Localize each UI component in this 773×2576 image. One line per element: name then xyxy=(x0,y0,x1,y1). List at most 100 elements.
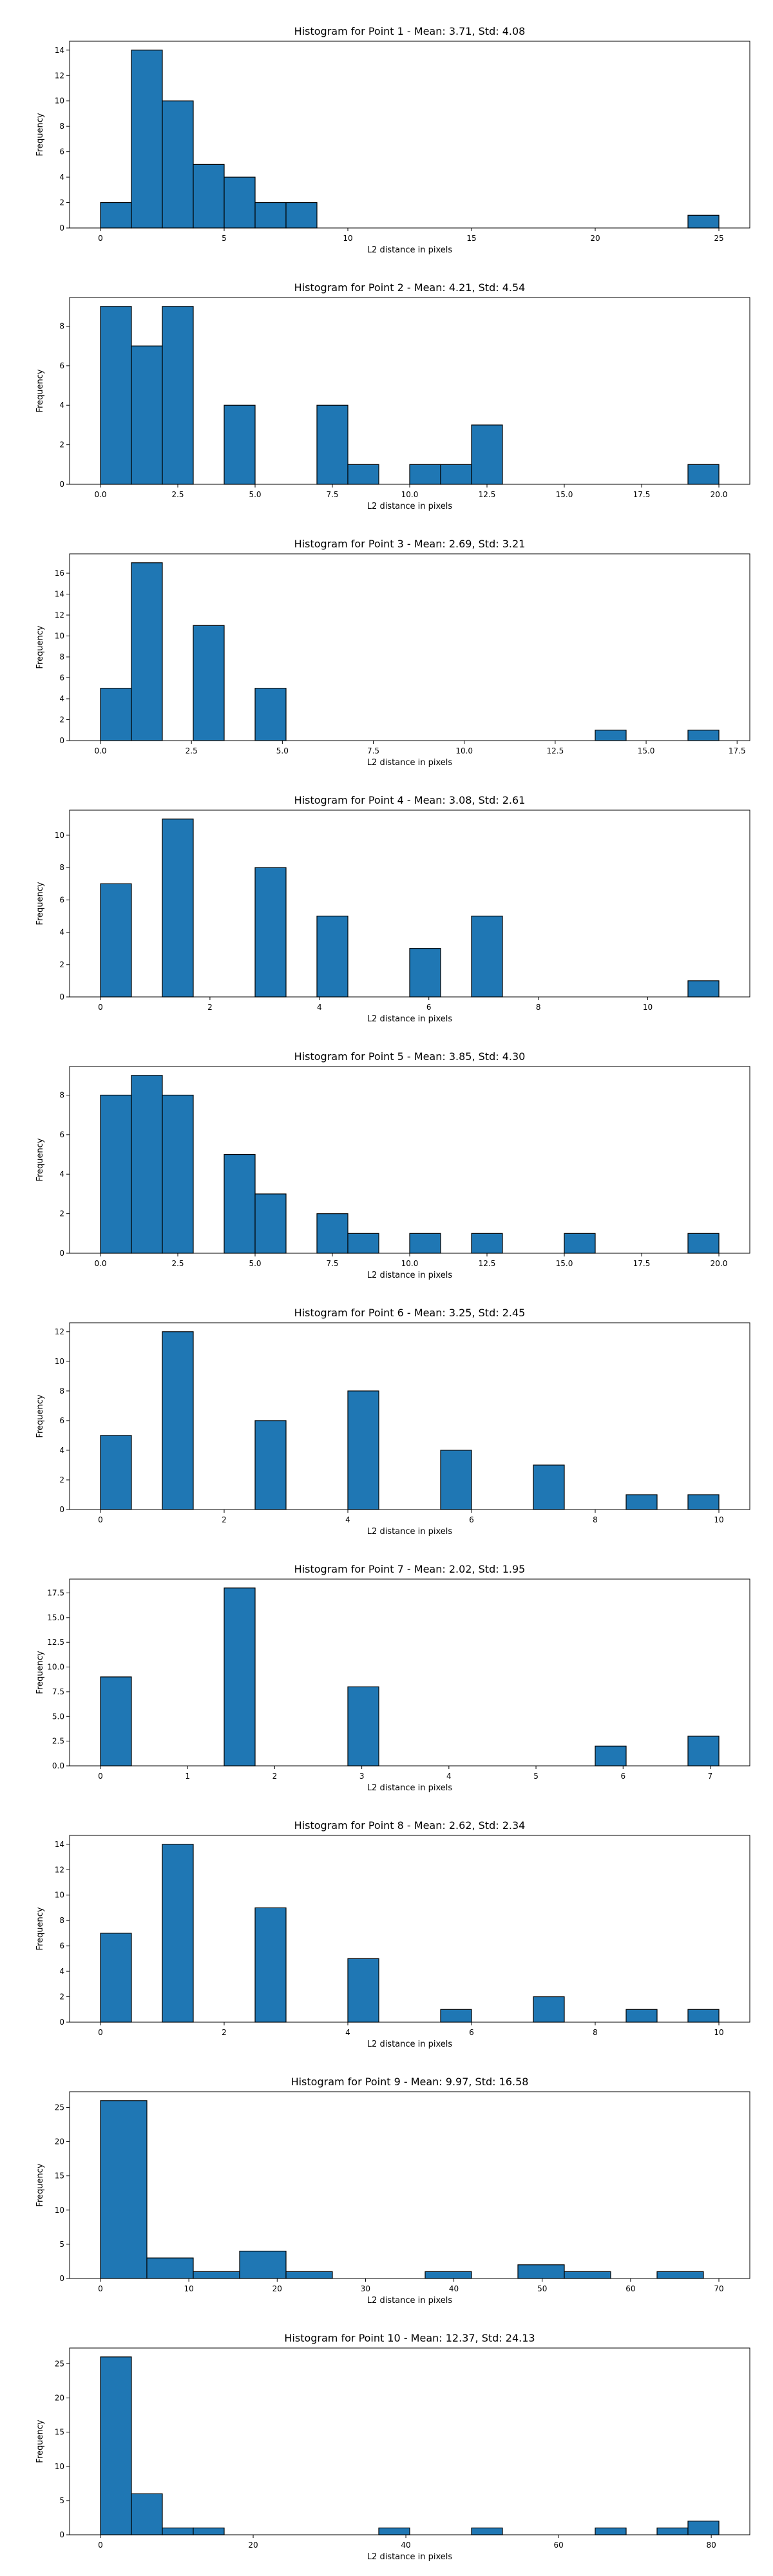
histogram-bar xyxy=(595,1745,627,1766)
y-tick-label: 4 xyxy=(59,173,64,182)
x-tick-label: 2 xyxy=(272,1772,278,1781)
x-tick-label: 7.5 xyxy=(326,1259,338,1268)
x-tick-label: 10.0 xyxy=(455,746,473,755)
plot-frame xyxy=(69,1578,750,1766)
histogram-panel-3: Histogram for Point 3 - Mean: 2.69, Std:… xyxy=(35,538,750,768)
histogram-bar xyxy=(440,464,472,485)
chart-title: Histogram for Point 10 - Mean: 12.37, St… xyxy=(284,2332,535,2344)
histogram-bar xyxy=(625,1494,658,1510)
x-tick-label: 5.0 xyxy=(276,746,289,755)
histogram-bar xyxy=(471,2527,503,2535)
histogram-bar xyxy=(687,1494,720,1510)
y-tick-label: 4 xyxy=(59,1446,64,1455)
y-tick-label: 14 xyxy=(55,46,64,55)
y-tick-label: 0 xyxy=(59,736,64,745)
histogram-bar xyxy=(162,1094,194,1254)
x-tick-label: 12.5 xyxy=(479,1259,496,1268)
y-tick-label: 5 xyxy=(59,2240,64,2249)
histogram-bar xyxy=(146,2257,194,2279)
y-tick-label: 2.5 xyxy=(52,1737,64,1746)
histogram-bar xyxy=(564,2271,611,2279)
histogram-bar xyxy=(100,202,132,229)
y-tick-label: 15 xyxy=(55,2172,64,2181)
histogram-bar xyxy=(533,1996,565,2023)
y-tick-label: 10 xyxy=(55,2462,64,2471)
histogram-bar xyxy=(316,915,348,998)
plot-frame xyxy=(69,1835,750,2023)
y-axis-label: Frequency xyxy=(35,625,45,668)
y-tick-label: 4 xyxy=(59,401,64,410)
histogram-panel-5: Histogram for Point 5 - Mean: 3.85, Std:… xyxy=(35,1050,750,1280)
histogram-bar xyxy=(347,1958,379,2023)
x-tick-label: 0.0 xyxy=(94,1259,106,1268)
histogram-panel-1: Histogram for Point 1 - Mean: 3.71, Std:… xyxy=(35,25,750,255)
histogram-bar xyxy=(687,464,720,485)
x-tick-label: 15.0 xyxy=(556,1259,573,1268)
histogram-bar xyxy=(533,1464,565,1510)
histogram-bar xyxy=(224,1153,256,1254)
y-tick-label: 16 xyxy=(55,569,64,578)
y-tick-label: 6 xyxy=(59,674,64,683)
x-tick-label: 8 xyxy=(593,2028,598,2037)
histogram-bar xyxy=(687,2521,720,2535)
x-tick-label: 40 xyxy=(401,2541,410,2550)
histogram-bar xyxy=(595,730,627,741)
histogram-bar xyxy=(347,1686,379,1766)
x-tick-label: 40 xyxy=(449,2284,459,2293)
y-tick-label: 0 xyxy=(59,480,64,489)
histogram-panel-9: Histogram for Point 9 - Mean: 9.97, Std:… xyxy=(35,2076,750,2306)
histogram-bar xyxy=(162,100,194,229)
y-tick-label: 0 xyxy=(59,1505,64,1514)
histogram-bar xyxy=(100,1676,132,1766)
y-tick-label: 10 xyxy=(55,1891,64,1900)
x-tick-label: 25 xyxy=(714,234,723,243)
x-tick-label: 7 xyxy=(708,1772,713,1781)
histogram-bar xyxy=(595,2527,627,2535)
x-tick-label: 20 xyxy=(590,234,600,243)
x-tick-label: 2 xyxy=(222,1515,227,1524)
y-axis-label: Frequency xyxy=(35,1907,45,1950)
histogram-bar xyxy=(471,1233,503,1254)
x-tick-label: 15.0 xyxy=(638,746,655,755)
histogram-bar xyxy=(687,730,720,741)
x-tick-label: 0 xyxy=(98,2541,103,2550)
histogram-bar xyxy=(656,2527,689,2535)
x-tick-label: 2.5 xyxy=(171,1259,184,1268)
histogram-bar xyxy=(193,625,225,741)
y-tick-label: 8 xyxy=(59,1090,64,1099)
histogram-bar xyxy=(131,50,163,229)
x-tick-label: 0.0 xyxy=(94,746,106,755)
x-tick-label: 2 xyxy=(207,1003,213,1012)
y-axis-label: Frequency xyxy=(35,369,45,412)
x-tick-label: 2 xyxy=(222,2028,227,2037)
chart-title: Histogram for Point 8 - Mean: 2.62, Std:… xyxy=(294,1819,526,1832)
histogram-bar xyxy=(224,176,256,229)
y-tick-label: 10 xyxy=(55,97,64,106)
y-tick-label: 14 xyxy=(55,1840,64,1849)
x-tick-label: 5.0 xyxy=(249,1259,261,1268)
y-tick-label: 15 xyxy=(55,2428,64,2437)
histogram-bar xyxy=(162,2527,194,2535)
y-tick-label: 8 xyxy=(59,863,64,872)
histogram-bar xyxy=(254,867,287,998)
y-tick-label: 0 xyxy=(59,2274,64,2283)
y-tick-label: 10 xyxy=(55,1357,64,1366)
x-tick-label: 10.0 xyxy=(401,490,419,499)
y-tick-label: 6 xyxy=(59,1416,64,1425)
histogram-bar xyxy=(656,2271,704,2279)
x-tick-label: 8 xyxy=(536,1003,541,1012)
y-tick-label: 20 xyxy=(55,2137,64,2146)
histogram-bar xyxy=(316,1213,348,1254)
y-tick-label: 12 xyxy=(55,1865,64,1874)
x-tick-label: 20 xyxy=(272,2284,282,2293)
x-tick-label: 0 xyxy=(98,2284,103,2293)
plot-frame xyxy=(69,553,750,741)
y-tick-label: 2 xyxy=(59,715,64,724)
x-tick-label: 10.0 xyxy=(401,1259,419,1268)
y-tick-label: 8 xyxy=(59,1387,64,1396)
y-axis-label: Frequency xyxy=(35,1394,45,1437)
x-tick-label: 4 xyxy=(446,1772,452,1781)
x-tick-label: 17.5 xyxy=(633,1259,651,1268)
histogram-bar xyxy=(100,883,132,998)
histogram-bar xyxy=(409,948,441,998)
